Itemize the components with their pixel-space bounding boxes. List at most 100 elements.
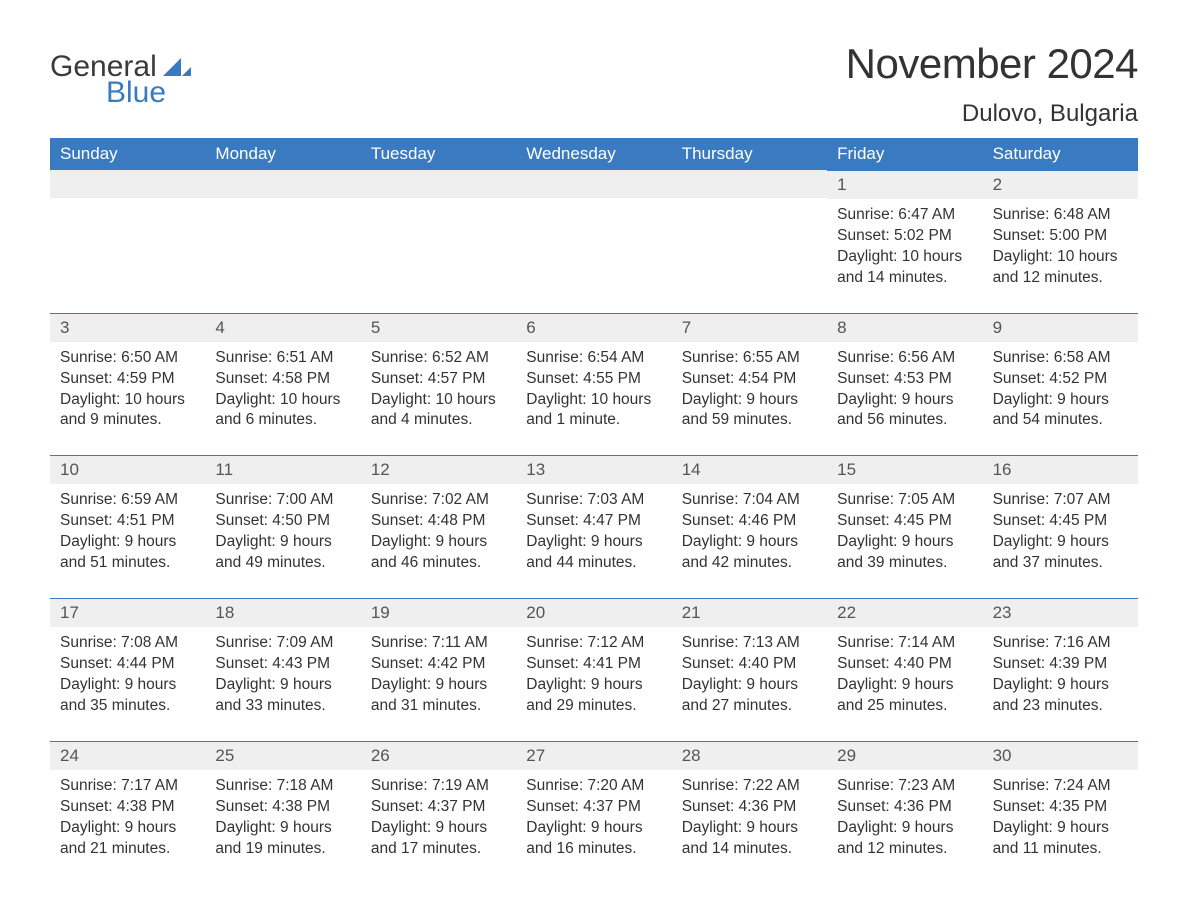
sunrise-text: Sunrise: 7:02 AM — [371, 490, 506, 511]
sunset-text: Sunset: 4:51 PM — [60, 511, 195, 532]
daylight-text: Daylight: 9 hours and 12 minutes. — [837, 818, 972, 860]
sunrise-text: Sunrise: 7:04 AM — [682, 490, 817, 511]
day-info: Sunrise: 6:50 AMSunset: 4:59 PMDaylight:… — [60, 348, 195, 432]
day-cell: 9Sunrise: 6:58 AMSunset: 4:52 PMDaylight… — [983, 313, 1138, 440]
daylight-text: Daylight: 9 hours and 35 minutes. — [60, 675, 195, 717]
day-info: Sunrise: 7:17 AMSunset: 4:38 PMDaylight:… — [60, 776, 195, 860]
sunset-text: Sunset: 4:59 PM — [60, 369, 195, 390]
sunrise-text: Sunrise: 7:20 AM — [526, 776, 661, 797]
day-info: Sunrise: 7:18 AMSunset: 4:38 PMDaylight:… — [215, 776, 350, 860]
day-cell: 14Sunrise: 7:04 AMSunset: 4:46 PMDayligh… — [672, 455, 827, 582]
daylight-text: Daylight: 9 hours and 17 minutes. — [371, 818, 506, 860]
day-cell — [205, 170, 360, 297]
sunset-text: Sunset: 4:39 PM — [993, 654, 1128, 675]
day-info: Sunrise: 7:03 AMSunset: 4:47 PMDaylight:… — [526, 490, 661, 574]
day-number: 9 — [983, 313, 1138, 342]
sunset-text: Sunset: 4:45 PM — [837, 511, 972, 532]
sunset-text: Sunset: 4:42 PM — [371, 654, 506, 675]
sunset-text: Sunset: 4:43 PM — [215, 654, 350, 675]
day-info: Sunrise: 6:59 AMSunset: 4:51 PMDaylight:… — [60, 490, 195, 574]
sunrise-text: Sunrise: 7:23 AM — [837, 776, 972, 797]
day-cell: 30 Sunrise: 7:24 AMSunset: 4:35 PMDayligh… — [983, 741, 1138, 868]
sunset-text: Sunset: 5:00 PM — [993, 226, 1128, 247]
day-number: 5 — [361, 313, 516, 342]
day-number: 26 — [361, 741, 516, 770]
daylight-text: Daylight: 10 hours and 14 minutes. — [837, 247, 972, 289]
sunrise-text: Sunrise: 6:51 AM — [215, 348, 350, 369]
sunset-text: Sunset: 4:37 PM — [371, 797, 506, 818]
day-cell: 12Sunrise: 7:02 AMSunset: 4:48 PMDayligh… — [361, 455, 516, 582]
sunrise-text: Sunrise: 7:16 AM — [993, 633, 1128, 654]
day-cell: 8Sunrise: 6:56 AMSunset: 4:53 PMDaylight… — [827, 313, 982, 440]
weekday-header: Friday — [827, 138, 982, 170]
day-info: Sunrise: 7:24 AMSunset: 4:35 PMDaylight:… — [993, 776, 1128, 860]
day-number: 14 — [672, 455, 827, 484]
day-info: Sunrise: 7:19 AMSunset: 4:37 PMDaylight:… — [371, 776, 506, 860]
day-cell: 23 Sunrise: 7:16 AMSunset: 4:39 PMDayligh… — [983, 598, 1138, 725]
day-info: Sunrise: 7:13 AMSunset: 4:40 PMDaylight:… — [682, 633, 817, 717]
sunset-text: Sunset: 4:55 PM — [526, 369, 661, 390]
daylight-text: Daylight: 9 hours and 19 minutes. — [215, 818, 350, 860]
day-info: Sunrise: 6:56 AMSunset: 4:53 PMDaylight:… — [837, 348, 972, 432]
day-cell: 21 Sunrise: 7:13 AMSunset: 4:40 PMDayligh… — [672, 598, 827, 725]
sunrise-text: Sunrise: 7:11 AM — [371, 633, 506, 654]
weekday-header: Thursday — [672, 138, 827, 170]
sunrise-text: Sunrise: 7:24 AM — [993, 776, 1128, 797]
day-cell: 26 Sunrise: 7:19 AMSunset: 4:37 PMDayligh… — [361, 741, 516, 868]
day-cell — [672, 170, 827, 297]
daylight-text: Daylight: 9 hours and 25 minutes. — [837, 675, 972, 717]
sunset-text: Sunset: 4:45 PM — [993, 511, 1128, 532]
sunrise-text: Sunrise: 7:18 AM — [215, 776, 350, 797]
day-number: 30 — [983, 741, 1138, 770]
sunrise-text: Sunrise: 7:12 AM — [526, 633, 661, 654]
daylight-text: Daylight: 10 hours and 12 minutes. — [993, 247, 1128, 289]
day-number: 18 — [205, 598, 360, 627]
day-cell: 4Sunrise: 6:51 AMSunset: 4:58 PMDaylight… — [205, 313, 360, 440]
sunrise-text: Sunrise: 7:19 AM — [371, 776, 506, 797]
weekday-header: Wednesday — [516, 138, 671, 170]
sunrise-text: Sunrise: 7:22 AM — [682, 776, 817, 797]
logo-sail-icon — [163, 58, 191, 76]
day-number: 3 — [50, 313, 205, 342]
day-number: 24 — [50, 741, 205, 770]
sunset-text: Sunset: 4:37 PM — [526, 797, 661, 818]
daylight-text: Daylight: 10 hours and 1 minute. — [526, 390, 661, 432]
sunrise-text: Sunrise: 6:50 AM — [60, 348, 195, 369]
sunrise-text: Sunrise: 7:08 AM — [60, 633, 195, 654]
daylight-text: Daylight: 9 hours and 54 minutes. — [993, 390, 1128, 432]
sunset-text: Sunset: 4:40 PM — [682, 654, 817, 675]
day-info: Sunrise: 7:22 AMSunset: 4:36 PMDaylight:… — [682, 776, 817, 860]
sunset-text: Sunset: 4:58 PM — [215, 369, 350, 390]
week-row: 24 Sunrise: 7:17 AMSunset: 4:38 PMDayligh… — [50, 741, 1138, 868]
day-info: Sunrise: 7:05 AMSunset: 4:45 PMDaylight:… — [837, 490, 972, 574]
logo: General Blue — [50, 50, 191, 110]
sunset-text: Sunset: 5:02 PM — [837, 226, 972, 247]
day-number: 13 — [516, 455, 671, 484]
sunrise-text: Sunrise: 7:13 AM — [682, 633, 817, 654]
day-cell: 2Sunrise: 6:48 AMSunset: 5:00 PMDaylight… — [983, 170, 1138, 297]
day-number: 19 — [361, 598, 516, 627]
sunrise-text: Sunrise: 7:07 AM — [993, 490, 1128, 511]
day-info: Sunrise: 7:16 AMSunset: 4:39 PMDaylight:… — [993, 633, 1128, 717]
day-number: 1 — [827, 170, 982, 199]
sunrise-text: Sunrise: 6:58 AM — [993, 348, 1128, 369]
sunrise-text: Sunrise: 6:47 AM — [837, 205, 972, 226]
day-number: 21 — [672, 598, 827, 627]
sunset-text: Sunset: 4:35 PM — [993, 797, 1128, 818]
day-cell: 10Sunrise: 6:59 AMSunset: 4:51 PMDayligh… — [50, 455, 205, 582]
sunset-text: Sunset: 4:54 PM — [682, 369, 817, 390]
day-number: 23 — [983, 598, 1138, 627]
day-cell: 11Sunrise: 7:00 AMSunset: 4:50 PMDayligh… — [205, 455, 360, 582]
day-cell: 17Sunrise: 7:08 AMSunset: 4:44 PMDayligh… — [50, 598, 205, 725]
day-cell: 15Sunrise: 7:05 AMSunset: 4:45 PMDayligh… — [827, 455, 982, 582]
sunrise-text: Sunrise: 6:52 AM — [371, 348, 506, 369]
sunset-text: Sunset: 4:53 PM — [837, 369, 972, 390]
week-row: 1Sunrise: 6:47 AMSunset: 5:02 PMDaylight… — [50, 170, 1138, 297]
title-block: November 2024 Dulovo, Bulgaria — [846, 40, 1138, 128]
day-number — [361, 170, 516, 198]
daylight-text: Daylight: 9 hours and 29 minutes. — [526, 675, 661, 717]
sunset-text: Sunset: 4:46 PM — [682, 511, 817, 532]
day-number: 7 — [672, 313, 827, 342]
weekday-header: Sunday — [50, 138, 205, 170]
week-row: 10Sunrise: 6:59 AMSunset: 4:51 PMDayligh… — [50, 455, 1138, 582]
